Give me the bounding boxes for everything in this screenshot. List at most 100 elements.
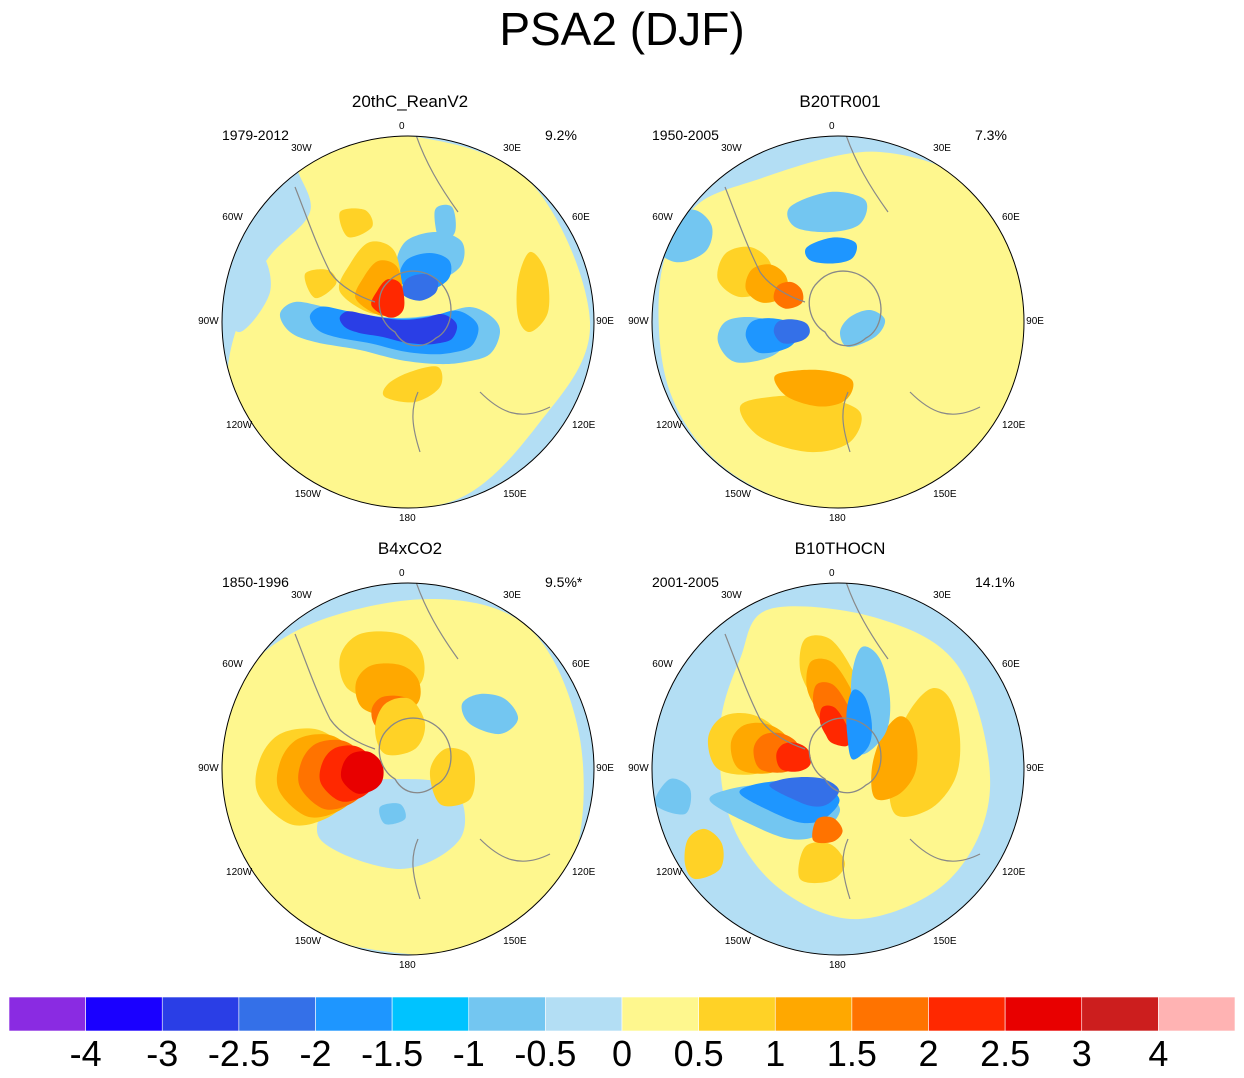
colorbar-tick-label: -2.5 (207, 1033, 270, 1074)
longitude-label: 150W (724, 935, 751, 947)
colorbar-tick-label: -1 (452, 1033, 485, 1074)
longitude-label: 150W (294, 488, 321, 500)
longitude-label: 180 (399, 513, 416, 525)
longitude-label: 120E (571, 867, 596, 879)
longitude-label: 120W (656, 867, 683, 879)
longitude-label: 150W (294, 935, 321, 947)
longitude-label: 30W (291, 143, 312, 155)
map-panel: B4xCO2 0 30E 60E 90E 120E 150E 180 150W 120W 90W 60… (198, 539, 620, 979)
longitude-label: 0 (399, 567, 405, 579)
longitude-label: 60E (571, 211, 590, 223)
longitude-label: 30E (933, 590, 951, 602)
contour-region (434, 204, 456, 243)
colorbar-tick-label: 0 (611, 1033, 633, 1074)
longitude-label: 120W (226, 420, 253, 432)
panel-title: 20thC_ReanV2 (351, 92, 469, 111)
longitude-label: 150E (933, 935, 957, 947)
longitude-label: 30E (503, 590, 521, 602)
map-panel: 20thC_ReanV2 0 30E 60E 90E 120E 150E 180 150W 120… (198, 92, 620, 532)
panel-title: B4xCO2 (377, 539, 443, 558)
longitude-label: 60W (222, 658, 243, 670)
longitude-label: 120E (571, 420, 596, 432)
longitude-label: 60E (1001, 211, 1020, 223)
longitude-label: 90E (1026, 763, 1044, 774)
colorbar-swatch (1004, 997, 1083, 1031)
map-panel: B20TR001 0 30E 60E 90E 120E 150E 180 150W 120W 90W… (628, 92, 1050, 532)
longitude-label: 60W (652, 211, 673, 223)
coastline (808, 717, 882, 794)
contour-region (339, 311, 458, 345)
contour-region (787, 191, 868, 233)
contour-region (684, 828, 724, 880)
polar-map (651, 135, 1025, 509)
contour-region (382, 366, 443, 403)
variance-explained: 9.2% (545, 127, 577, 143)
coastline (724, 136, 981, 453)
contour-region (819, 705, 851, 747)
longitude-label: 90W (628, 763, 649, 774)
colorbar-swatch (698, 997, 776, 1031)
year-range: 1950-2005 (652, 127, 719, 143)
contour-region (773, 319, 810, 344)
colorbar-swatch (545, 997, 623, 1031)
colorbar-tick-label: -3 (146, 1033, 179, 1074)
contour-region (769, 777, 840, 807)
colorbar-tick-label: -0.5 (514, 1033, 577, 1074)
colorbar-tick-label: 3 (1071, 1033, 1092, 1074)
coastline (378, 270, 452, 347)
contour-region (776, 742, 812, 772)
longitude-label: 150E (933, 488, 957, 500)
coastline (294, 583, 551, 900)
longitude-label: 60E (1001, 658, 1020, 670)
contour-region (804, 237, 858, 264)
polar-map (221, 558, 595, 956)
longitude-label: 30W (291, 590, 312, 602)
longitude-label: 90E (596, 316, 614, 327)
longitude-label: 150W (724, 488, 751, 500)
colorbar-swatch (621, 997, 699, 1031)
page-title: PSA2 (DJF) (499, 3, 745, 55)
panel-title: B20TR001 (799, 92, 881, 111)
contour-region (774, 369, 854, 407)
contour-region (379, 803, 406, 825)
positive-field (719, 606, 991, 920)
longitude-label: 60W (222, 211, 243, 223)
contour-region (846, 689, 872, 760)
longitude-label: 120W (656, 420, 683, 432)
variance-explained: 7.3% (975, 127, 1007, 143)
coastline (378, 717, 452, 794)
colorbar-tick-label: -1.5 (361, 1033, 424, 1074)
longitude-label: 180 (829, 513, 846, 525)
longitude-label: 120E (1001, 867, 1026, 879)
longitude-label: 0 (399, 120, 405, 132)
longitude-label: 120E (1001, 420, 1026, 432)
contour-region (798, 842, 845, 884)
longitude-label: 30E (933, 143, 951, 155)
colorbar-swatch (238, 997, 316, 1031)
longitude-label: 90E (1026, 316, 1044, 327)
contour-region (339, 558, 366, 574)
colorbar-tick-label: 2.5 (980, 1033, 1031, 1074)
colorbar-swatch (1081, 997, 1159, 1031)
polar-map (221, 135, 595, 509)
colorbar-tick-label: 1 (765, 1033, 786, 1074)
longitude-label: 90W (198, 316, 219, 327)
contour-region (461, 693, 519, 735)
colorbar-swatch (851, 997, 929, 1031)
coastline (808, 270, 882, 347)
longitude-label: 180 (399, 960, 416, 972)
longitude-label: 90W (198, 763, 219, 774)
map-rim (651, 582, 1025, 956)
variance-explained: 14.1% (975, 574, 1015, 590)
longitude-label: 150E (503, 488, 527, 500)
contour-region (516, 251, 550, 333)
longitude-label: 30E (503, 143, 521, 155)
polar-map (651, 582, 1025, 956)
contour-region (340, 751, 384, 794)
contour-region (429, 747, 475, 807)
contour-region (375, 697, 426, 756)
colorbar-swatch (9, 997, 86, 1031)
positive-field (222, 599, 584, 955)
year-range: 1979-2012 (222, 127, 289, 143)
longitude-label: 150E (503, 935, 527, 947)
